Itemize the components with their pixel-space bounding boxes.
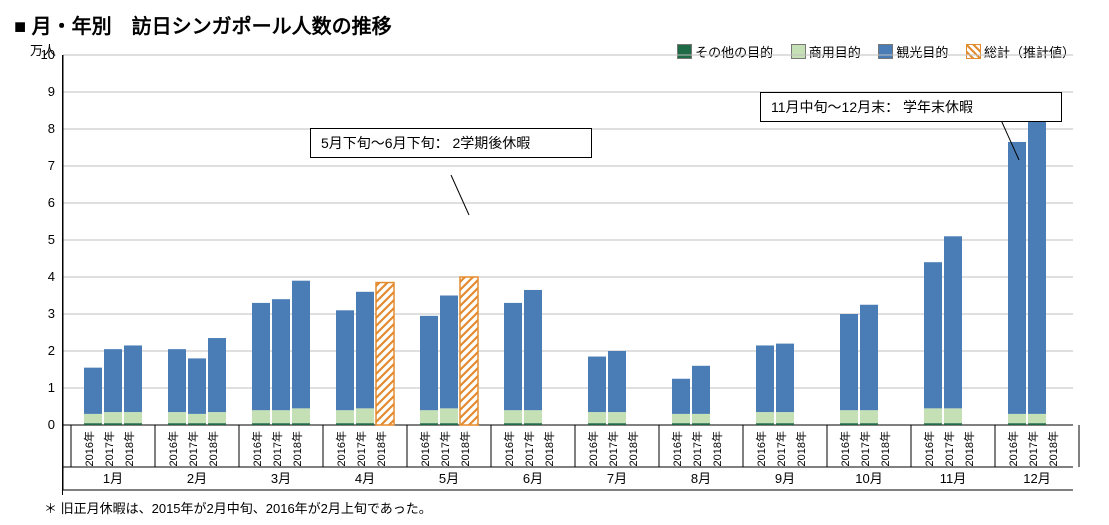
svg-text:2月: 2月 bbox=[187, 471, 207, 486]
svg-text:2018年: 2018年 bbox=[206, 431, 220, 466]
svg-text:1: 1 bbox=[48, 380, 55, 395]
svg-text:2018年: 2018年 bbox=[794, 431, 808, 466]
svg-text:2016年: 2016年 bbox=[334, 431, 348, 466]
footnote: ＊ 旧正月休暇は、2015年が2月中旬、2016年が2月上旬であった。 bbox=[44, 498, 432, 517]
svg-text:9: 9 bbox=[48, 84, 55, 99]
svg-text:5: 5 bbox=[48, 232, 55, 247]
svg-text:2018年: 2018年 bbox=[122, 431, 136, 466]
svg-text:12月: 12月 bbox=[1023, 471, 1050, 486]
svg-text:4: 4 bbox=[48, 269, 55, 284]
svg-text:6月: 6月 bbox=[523, 471, 543, 486]
svg-text:2017年: 2017年 bbox=[858, 431, 872, 466]
svg-text:2016年: 2016年 bbox=[1006, 431, 1020, 466]
svg-text:2017年: 2017年 bbox=[102, 431, 116, 466]
svg-text:11月: 11月 bbox=[940, 471, 967, 486]
callout-may-jun: 5月下旬～6月下旬： 2学期後休暇 bbox=[310, 128, 592, 158]
svg-text:2018年: 2018年 bbox=[542, 431, 556, 466]
svg-text:2017年: 2017年 bbox=[186, 431, 200, 466]
svg-text:2016年: 2016年 bbox=[82, 431, 96, 466]
svg-text:2017年: 2017年 bbox=[522, 431, 536, 466]
svg-text:4月: 4月 bbox=[355, 471, 375, 486]
svg-text:2017年: 2017年 bbox=[1026, 431, 1040, 466]
chart-title: ■ 月・年別 訪日シンガポール人数の推移 bbox=[14, 10, 392, 39]
svg-text:2017年: 2017年 bbox=[690, 431, 704, 466]
svg-text:2017年: 2017年 bbox=[942, 431, 956, 466]
svg-text:2018年: 2018年 bbox=[374, 431, 388, 466]
svg-text:7: 7 bbox=[48, 158, 55, 173]
svg-text:2018年: 2018年 bbox=[626, 431, 640, 466]
svg-text:6: 6 bbox=[48, 195, 55, 210]
svg-text:2018年: 2018年 bbox=[458, 431, 472, 466]
svg-text:2016年: 2016年 bbox=[250, 431, 264, 466]
svg-text:8: 8 bbox=[48, 121, 55, 136]
svg-text:3: 3 bbox=[48, 306, 55, 321]
svg-text:2016年: 2016年 bbox=[670, 431, 684, 466]
svg-text:8月: 8月 bbox=[691, 471, 711, 486]
svg-text:2017年: 2017年 bbox=[270, 431, 284, 466]
svg-text:10: 10 bbox=[41, 47, 55, 62]
svg-text:2017年: 2017年 bbox=[606, 431, 620, 466]
svg-text:10月: 10月 bbox=[855, 471, 882, 486]
svg-text:2016年: 2016年 bbox=[838, 431, 852, 466]
svg-text:0: 0 bbox=[48, 417, 55, 432]
svg-text:2018年: 2018年 bbox=[1046, 431, 1060, 466]
svg-text:2018年: 2018年 bbox=[878, 431, 892, 466]
svg-text:2018年: 2018年 bbox=[962, 431, 976, 466]
svg-text:2016年: 2016年 bbox=[502, 431, 516, 466]
svg-text:2: 2 bbox=[48, 343, 55, 358]
svg-text:7月: 7月 bbox=[607, 471, 627, 486]
callout-nov-dec: 11月中旬～12月末： 学年末休暇 bbox=[760, 92, 1062, 122]
svg-text:2016年: 2016年 bbox=[166, 431, 180, 466]
svg-text:2016年: 2016年 bbox=[922, 431, 936, 466]
svg-text:2016年: 2016年 bbox=[418, 431, 432, 466]
svg-text:2017年: 2017年 bbox=[774, 431, 788, 466]
svg-text:2018年: 2018年 bbox=[290, 431, 304, 466]
svg-text:2017年: 2017年 bbox=[354, 431, 368, 466]
svg-text:1月: 1月 bbox=[103, 471, 123, 486]
svg-text:2016年: 2016年 bbox=[586, 431, 600, 466]
svg-text:5月: 5月 bbox=[439, 471, 459, 486]
svg-text:2018年: 2018年 bbox=[710, 431, 724, 466]
svg-text:2017年: 2017年 bbox=[438, 431, 452, 466]
svg-text:2016年: 2016年 bbox=[754, 431, 768, 466]
svg-text:9月: 9月 bbox=[775, 471, 795, 486]
svg-text:3月: 3月 bbox=[271, 471, 291, 486]
